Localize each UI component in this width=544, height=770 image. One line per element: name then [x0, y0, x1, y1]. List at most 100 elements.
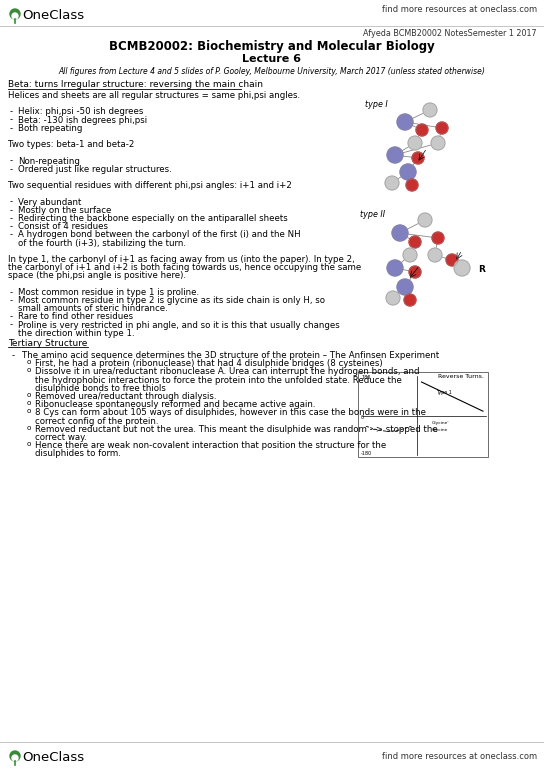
- Circle shape: [423, 103, 437, 117]
- Text: Beta: -130 ish degrees phi,psi: Beta: -130 ish degrees phi,psi: [18, 116, 147, 125]
- Text: -: -: [10, 296, 13, 305]
- Circle shape: [406, 179, 418, 191]
- Text: Type 1: Type 1: [436, 390, 453, 395]
- Text: OneClass: OneClass: [22, 9, 84, 22]
- Circle shape: [412, 152, 424, 164]
- Text: Beta: turns Irregular structure: reversing the main chain: Beta: turns Irregular structure: reversi…: [8, 80, 263, 89]
- Text: -: -: [10, 230, 13, 239]
- Text: In type 1, the carbonyl of i+1 as facing away from us (into the paper). In type : In type 1, the carbonyl of i+1 as facing…: [8, 255, 355, 264]
- Circle shape: [386, 291, 400, 305]
- Circle shape: [387, 147, 403, 163]
- Text: o: o: [27, 441, 32, 447]
- Text: Two sequential residues with different phi,psi angles: i+1 and i+2: Two sequential residues with different p…: [8, 181, 292, 190]
- Circle shape: [408, 136, 422, 150]
- Circle shape: [403, 248, 417, 262]
- Text: Hence there are weak non-covalent interaction that position the structure for th: Hence there are weak non-covalent intera…: [35, 441, 386, 450]
- Text: Dissolve it in urea/reductant ribonuclease A. Urea can interrupt the hydrogen bo: Dissolve it in urea/reductant ribonuclea…: [35, 367, 419, 377]
- Text: Two types: beta-1 and beta-2: Two types: beta-1 and beta-2: [8, 140, 134, 149]
- Circle shape: [400, 164, 416, 180]
- Text: o: o: [27, 408, 32, 414]
- Text: o: o: [27, 400, 32, 407]
- Text: -: -: [10, 124, 13, 132]
- Text: Rare to find other residues: Rare to find other residues: [18, 313, 133, 321]
- Text: Very abundant: Very abundant: [18, 198, 82, 206]
- Text: -: -: [10, 116, 13, 125]
- Text: Ordered just like regular structures.: Ordered just like regular structures.: [18, 165, 172, 174]
- Circle shape: [431, 136, 445, 150]
- Text: Consist of 4 residues: Consist of 4 residues: [18, 223, 108, 231]
- Text: Proline is very restricted in phi angle, and so it is this that usually changes: Proline is very restricted in phi angle,…: [18, 320, 340, 330]
- Text: -180: -180: [361, 451, 372, 456]
- Text: BCMB20002: Biochemistry and Molecular Biology: BCMB20002: Biochemistry and Molecular Bi…: [109, 40, 435, 53]
- Circle shape: [428, 248, 442, 262]
- Circle shape: [454, 260, 470, 276]
- Text: find more resources at oneclass.com: find more resources at oneclass.com: [382, 5, 537, 14]
- Circle shape: [387, 260, 403, 276]
- Text: disulphides to form.: disulphides to form.: [35, 450, 121, 458]
- Text: -: -: [10, 223, 13, 231]
- Text: A hydrogen bond between the carbonyl of the first (i) and the NH: A hydrogen bond between the carbonyl of …: [18, 230, 301, 239]
- Circle shape: [404, 294, 416, 306]
- Text: Helices and sheets are all regular structures = same phi,psi angles.: Helices and sheets are all regular struc…: [8, 91, 300, 100]
- Circle shape: [12, 755, 18, 761]
- Text: o: o: [27, 359, 32, 365]
- Text: o: o: [27, 425, 32, 430]
- Text: Mostly on the surface: Mostly on the surface: [18, 206, 112, 215]
- Text: Redirecting the backbone especially on the antiparallel sheets: Redirecting the backbone especially on t…: [18, 214, 288, 223]
- Text: Reverse Turns.: Reverse Turns.: [438, 374, 484, 379]
- Text: o: o: [27, 367, 32, 373]
- Circle shape: [397, 114, 413, 130]
- Text: -: -: [10, 165, 13, 174]
- Text: -: -: [10, 206, 13, 215]
- Text: -: -: [10, 156, 13, 166]
- Text: -: -: [10, 320, 13, 330]
- Text: Tertiary Structure: Tertiary Structure: [8, 339, 88, 348]
- Text: Non-repeating: Non-repeating: [18, 156, 80, 166]
- Circle shape: [409, 266, 421, 278]
- Text: correct way.: correct way.: [35, 433, 86, 442]
- Text: Helix: phi,psi -50 ish degrees: Helix: phi,psi -50 ish degrees: [18, 107, 144, 116]
- Text: OneClass: OneClass: [22, 751, 84, 764]
- Text: Afyeda BCMB20002 NotesSemester 1 2017: Afyeda BCMB20002 NotesSemester 1 2017: [363, 29, 537, 38]
- Bar: [358, 372, 488, 457]
- Text: Most common residue in type 1 is proline.: Most common residue in type 1 is proline…: [18, 288, 199, 296]
- Text: Glycine: Glycine: [431, 428, 448, 432]
- Text: Removed reductant but not the urea. This meant the disulphide was random --> sto: Removed reductant but not the urea. This…: [35, 425, 438, 434]
- Text: Removed urea/reductant through dialysis.: Removed urea/reductant through dialysis.: [35, 392, 217, 401]
- Text: -: -: [10, 214, 13, 223]
- Text: R: R: [478, 265, 485, 274]
- Text: The amino acid sequence determines the 3D structure of the protein – The Anfinse: The amino acid sequence determines the 3…: [22, 351, 439, 360]
- Text: -: -: [12, 351, 15, 360]
- Text: the hydrophobic interactions to force the protein into the unfolded state. Reduc: the hydrophobic interactions to force th…: [35, 376, 402, 384]
- Text: Lecture 6: Lecture 6: [243, 54, 301, 64]
- Text: type I: type I: [365, 100, 388, 109]
- Circle shape: [397, 279, 413, 295]
- Circle shape: [436, 122, 448, 134]
- Text: disulphide bonds to free thiols: disulphide bonds to free thiols: [35, 383, 166, 393]
- Circle shape: [432, 232, 444, 244]
- Text: o: o: [27, 392, 32, 398]
- Text: -: -: [10, 107, 13, 116]
- Text: 180: 180: [361, 375, 370, 380]
- Text: type II: type II: [360, 210, 385, 219]
- Circle shape: [392, 225, 408, 241]
- Text: the carbonyl of i+1 and i+2 is both facing towards us, hence occupying the same: the carbonyl of i+1 and i+2 is both faci…: [8, 263, 361, 273]
- Circle shape: [409, 236, 421, 248]
- Circle shape: [416, 124, 428, 136]
- Text: Both repeating: Both repeating: [18, 124, 82, 132]
- Text: find more resources at oneclass.com: find more resources at oneclass.com: [382, 752, 537, 761]
- Text: small amounts of steric hindrance.: small amounts of steric hindrance.: [18, 304, 168, 313]
- Text: 8 Cys can form about 105 ways of disulphides, however in this case the bonds wer: 8 Cys can form about 105 ways of disulph…: [35, 408, 426, 417]
- Text: -: -: [10, 313, 13, 321]
- Text: Ribonuclease spontaneously reformed and became active again.: Ribonuclease spontaneously reformed and …: [35, 400, 316, 409]
- Text: All figures from Lecture 4 and 5 slides of P. Gooley, Melbourne University, Marc: All figures from Lecture 4 and 5 slides …: [59, 67, 485, 76]
- Text: Most common residue in type 2 is glycine as its side chain is only H, so: Most common residue in type 2 is glycine…: [18, 296, 325, 305]
- Text: the direction within type 1.: the direction within type 1.: [18, 329, 134, 338]
- Circle shape: [12, 13, 18, 19]
- Text: Glycine': Glycine': [431, 421, 449, 425]
- Text: First, he had a protein (ribonuclease) that had 4 disulphide bridges (8 cysteine: First, he had a protein (ribonuclease) t…: [35, 359, 382, 368]
- Text: -: -: [10, 288, 13, 296]
- Circle shape: [385, 176, 399, 190]
- Circle shape: [10, 751, 20, 761]
- Circle shape: [10, 9, 20, 19]
